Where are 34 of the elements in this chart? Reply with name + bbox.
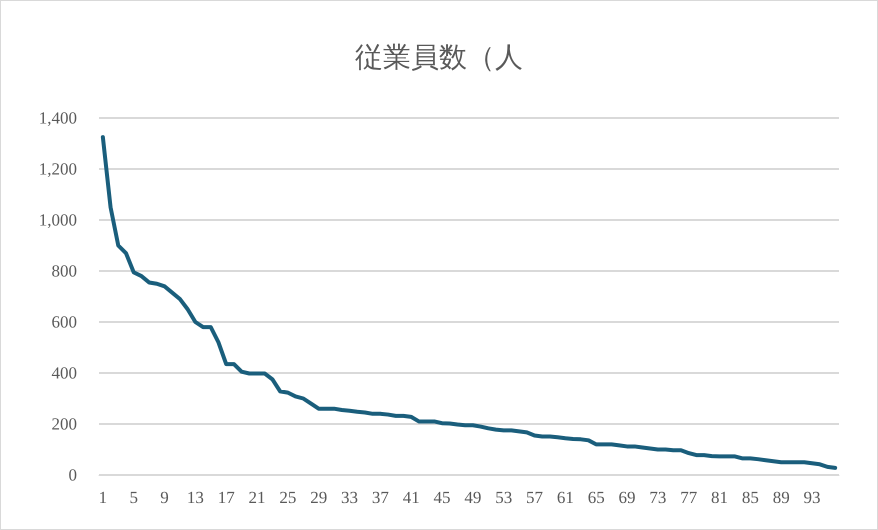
- x-tick-label: 21: [248, 488, 266, 507]
- x-tick-label: 37: [372, 488, 390, 507]
- x-tick-label: 93: [804, 488, 821, 507]
- x-tick-label: 81: [711, 488, 728, 507]
- line-series: [100, 135, 838, 470]
- y-tick-label: 800: [52, 262, 77, 280]
- x-tick-label: 77: [680, 488, 698, 507]
- x-tick-label: 17: [218, 488, 236, 507]
- x-tick-label: 33: [341, 488, 358, 507]
- x-tick-label: 57: [526, 488, 544, 507]
- x-tick-label: 45: [434, 488, 451, 507]
- x-tick-label: 9: [160, 488, 169, 507]
- y-tick-label: 400: [52, 364, 77, 382]
- y-tick-label: 200: [52, 414, 77, 434]
- x-tick-label: 25: [279, 488, 296, 507]
- x-tick-label: 13: [186, 488, 204, 507]
- y-tick-label: 1,200: [38, 160, 77, 178]
- chart-title: 従業員数（人: [355, 42, 523, 74]
- x-tick-label: 53: [495, 488, 512, 507]
- x-tick-label: 85: [742, 488, 759, 507]
- y-tick-label: 1,400: [38, 108, 77, 128]
- x-tick-label: 65: [588, 488, 605, 507]
- x-tick-label: 1: [98, 488, 108, 507]
- x-tick-label: 41: [402, 488, 420, 507]
- y-tick-label: 600: [52, 312, 77, 332]
- x-tick-label: 61: [556, 488, 574, 507]
- x-tick-label: 29: [310, 488, 328, 507]
- y-tick-label: 1,000: [38, 210, 77, 230]
- x-tick-label: 89: [772, 488, 790, 507]
- x-tick-label: 69: [618, 488, 636, 507]
- x-tick-label: 49: [464, 488, 482, 507]
- x-tick-label: 73: [649, 488, 666, 507]
- x-tick-label: 5: [129, 488, 138, 507]
- y-tick-label: 0: [68, 466, 77, 484]
